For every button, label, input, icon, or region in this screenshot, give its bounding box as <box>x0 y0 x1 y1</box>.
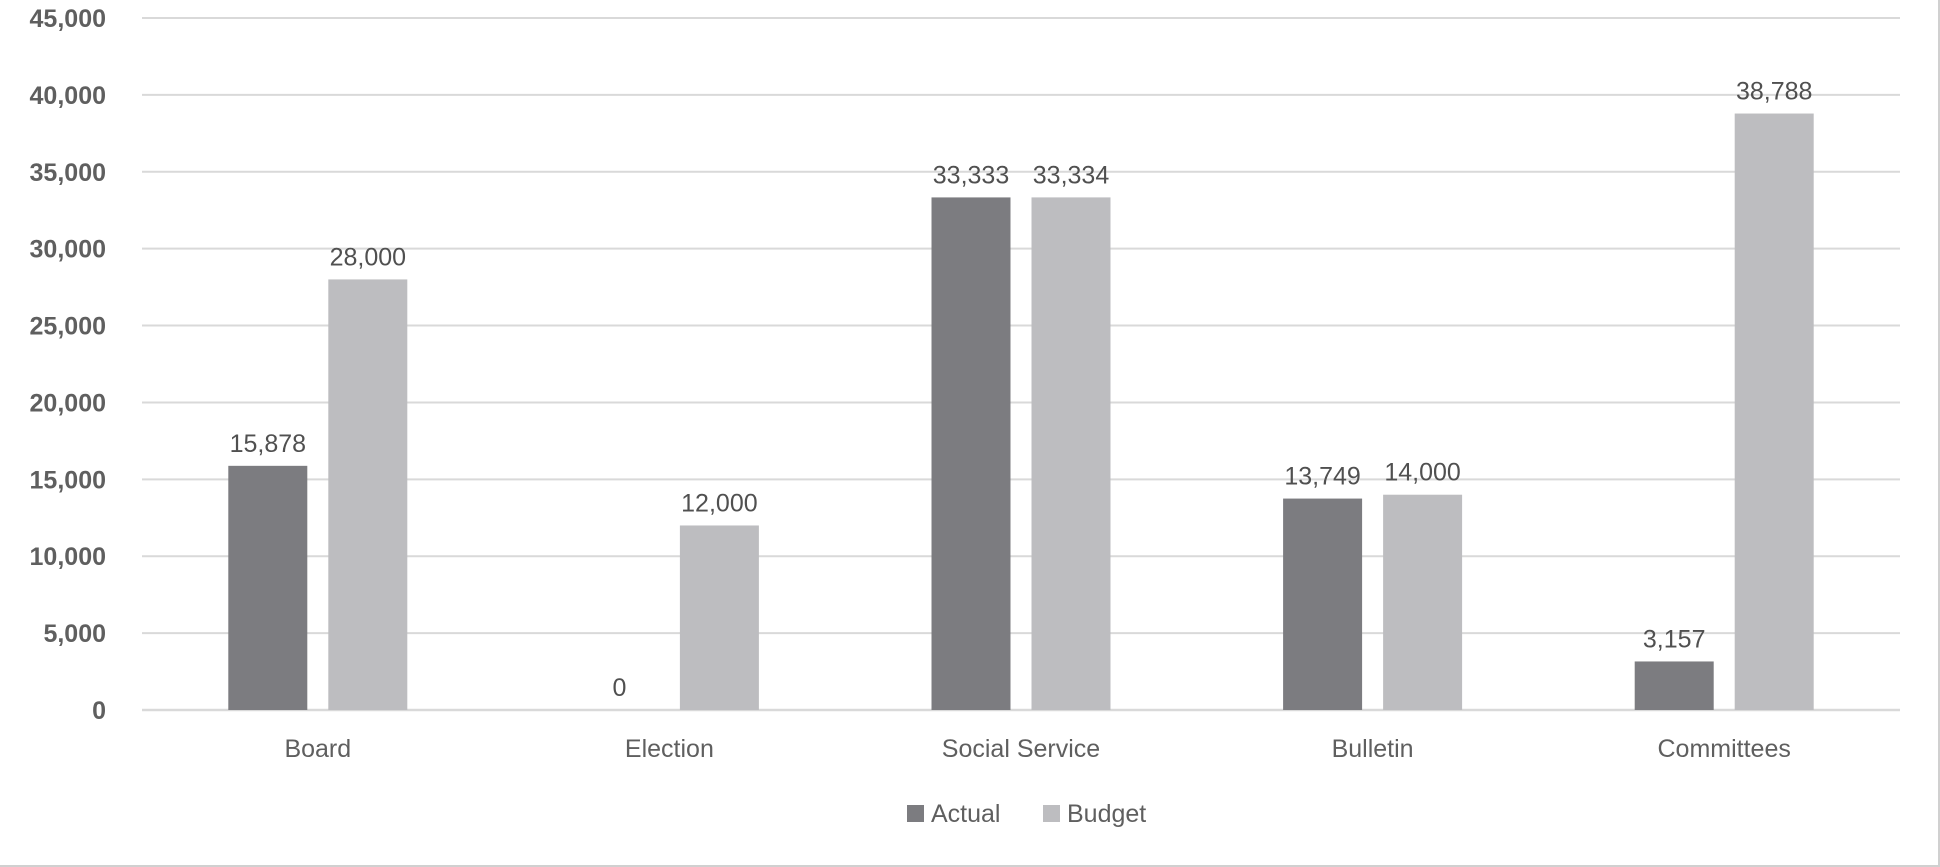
y-axis-ticks: 0 5,000 10,000 15,000 20,000 25,000 30,000 35,0… <box>30 5 106 725</box>
bar-budget-social-service <box>1031 197 1111 710</box>
legend-label-budget: Budget <box>1067 800 1146 828</box>
bar-budget-election <box>679 525 759 710</box>
legend-swatch-actual <box>907 805 924 822</box>
legend-swatch-budget <box>1043 805 1060 822</box>
y-tick-label: 15,000 <box>30 466 106 494</box>
y-tick-label: 0 <box>92 697 106 725</box>
data-label: 28,000 <box>330 243 406 271</box>
data-label: 38,788 <box>1736 78 1812 106</box>
bar-actual-bulletin <box>1283 498 1363 710</box>
y-tick-label: 30,000 <box>30 236 106 264</box>
data-label: 0 <box>612 674 626 702</box>
bar-budget-bulletin <box>1383 494 1463 710</box>
bar-budget-board <box>328 279 408 710</box>
y-tick-label: 45,000 <box>30 5 106 33</box>
data-label: 13,749 <box>1284 463 1360 491</box>
x-category-label: Board <box>284 735 351 763</box>
bar-actual-committees <box>1634 661 1714 710</box>
x-category-label: Committees <box>1658 735 1791 763</box>
legend-label-actual: Actual <box>931 800 1000 828</box>
data-label: 14,000 <box>1384 459 1460 487</box>
bar-actual-board <box>228 465 308 710</box>
data-label: 33,334 <box>1033 161 1110 189</box>
gridlines <box>142 17 1900 712</box>
legend: Actual Budget <box>907 800 1146 828</box>
y-tick-label: 5,000 <box>43 620 106 648</box>
y-tick-label: 35,000 <box>30 159 106 187</box>
data-labels: 15,878 28,000 0 12,000 33,333 33,334 13,749 14,… <box>230 78 1813 702</box>
y-tick-label: 25,000 <box>30 313 106 341</box>
data-label: 15,878 <box>230 430 306 458</box>
x-category-label: Election <box>625 735 714 763</box>
y-tick-label: 40,000 <box>30 82 106 110</box>
x-category-label: Social Service <box>942 735 1100 763</box>
y-tick-label: 20,000 <box>30 389 106 417</box>
y-tick-label: 10,000 <box>30 543 106 571</box>
data-label: 3,157 <box>1643 625 1706 653</box>
x-axis-categories: Board Election Social Service Bulletin Commi… <box>284 735 1790 763</box>
bars <box>228 113 1814 711</box>
data-label: 12,000 <box>681 489 757 517</box>
x-category-label: Bulletin <box>1332 735 1414 763</box>
bar-budget-committees <box>1734 113 1814 711</box>
bar-actual-social-service <box>931 197 1011 710</box>
data-label: 33,333 <box>933 161 1009 189</box>
